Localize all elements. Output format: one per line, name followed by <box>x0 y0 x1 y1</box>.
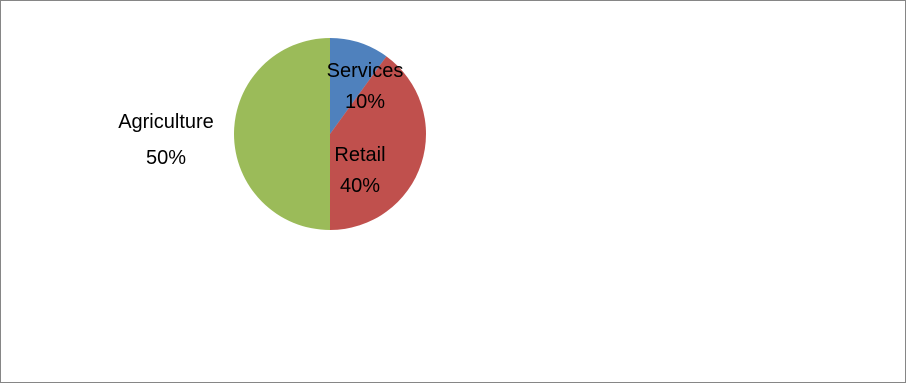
slice-pct-services: 10% <box>345 91 385 113</box>
slice-label-agriculture: Agriculture <box>118 111 214 133</box>
pie-slice-retail <box>330 56 427 231</box>
pie-slice-agriculture <box>234 38 330 230</box>
slice-pct-agriculture: 50% <box>146 147 186 169</box>
pie-labels: Services 10% Retail 40% Agriculture 50% <box>118 60 403 197</box>
slice-label-retail: Retail <box>334 144 385 166</box>
pie-slices <box>234 38 427 231</box>
slice-pct-retail: 40% <box>340 175 380 197</box>
pie-slice-services <box>330 38 387 134</box>
slice-label-services: Services <box>327 60 404 82</box>
